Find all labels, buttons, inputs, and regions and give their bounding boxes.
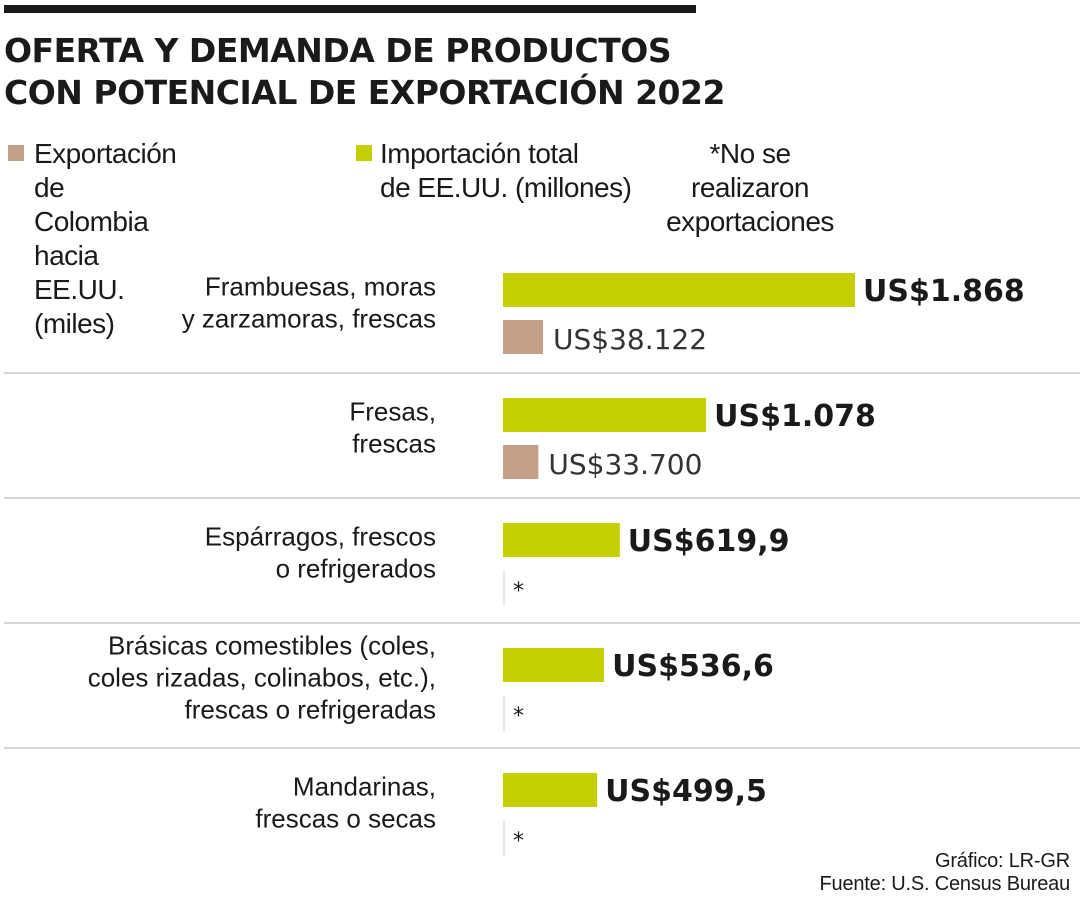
no-export-marker: * — [513, 829, 524, 854]
import-bar — [503, 773, 598, 807]
export-value-label: US$38.122 — [553, 323, 707, 356]
top-rule — [4, 5, 696, 13]
category-label: Fresas, — [349, 397, 436, 427]
export-value-label: US$33.700 — [548, 448, 702, 481]
export-bar — [503, 320, 543, 354]
import-value-label: US$1.078 — [714, 399, 876, 434]
category-label: y zarzamoras, frescas — [182, 304, 436, 334]
category-label: Brásicas comestibles (coles, — [108, 631, 436, 661]
import-bar — [503, 398, 707, 432]
legend-import-label: Importación total de EE.UU. (millones) — [380, 138, 632, 203]
category-label: frescas — [352, 429, 436, 459]
import-value-label: US$619,9 — [628, 524, 790, 559]
import-bar — [503, 523, 620, 557]
category-label: Mandarinas, — [293, 772, 436, 802]
title-line-2: CON POTENCIAL DE EXPORTACIÓN 2022 — [4, 73, 725, 112]
legend-import-swatch — [356, 145, 372, 161]
import-value-label: US$536,6 — [612, 649, 774, 684]
footer-source: Fuente: U.S. Census Bureau — [819, 873, 1071, 895]
category-label: frescas o refrigeradas — [185, 695, 436, 725]
legend-export-swatch — [8, 145, 24, 161]
export-bar — [503, 445, 539, 479]
category-label: Frambuesas, moras — [205, 272, 436, 302]
no-export-marker: * — [513, 704, 524, 729]
category-label: frescas o secas — [255, 804, 436, 834]
import-bar — [503, 648, 605, 682]
category-label: coles rizadas, colinabos, etc.), — [88, 663, 436, 693]
category-label: o refrigerados — [276, 554, 436, 584]
footer-credit: Gráfico: LR-GR — [934, 850, 1070, 872]
legend-export-label: Exportación de Colombia hacia EE.UU. (mi… — [34, 138, 177, 339]
title-line-1: OFERTA Y DEMANDA DE PRODUCTOS — [4, 31, 672, 70]
no-export-marker: * — [513, 579, 524, 604]
category-label: Espárragos, frescos — [205, 522, 436, 552]
chart-title: OFERTA Y DEMANDA DE PRODUCTOS CON POTENC… — [4, 30, 904, 114]
import-bar — [503, 273, 855, 307]
legend-note-label: *No se realizaron exportaciones — [666, 138, 834, 237]
import-value-label: US$499,5 — [605, 774, 767, 809]
import-value-label: US$1.868 — [863, 274, 1025, 309]
